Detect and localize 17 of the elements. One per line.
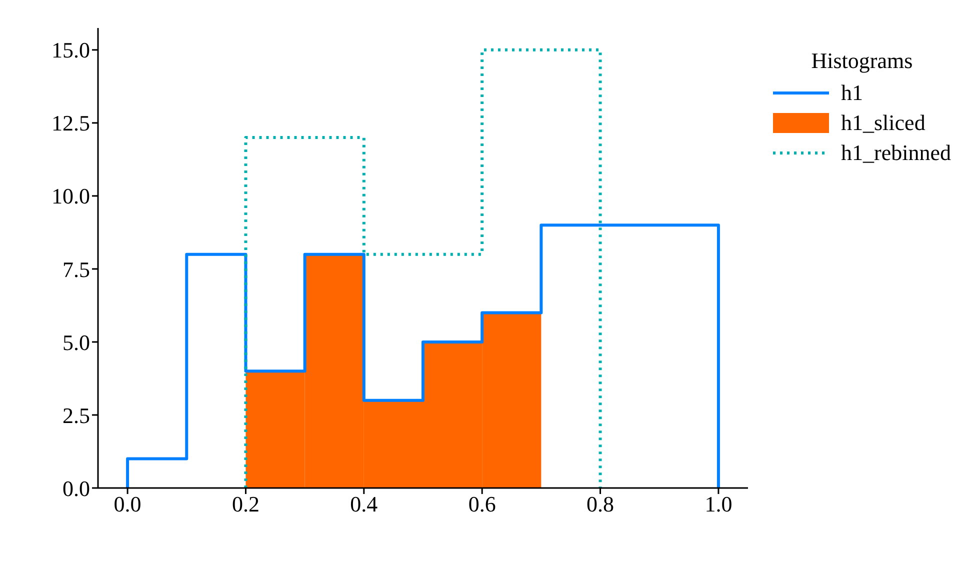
x-tick-label: 0.8 [586, 492, 614, 517]
x-tick-label: 1.0 [704, 492, 732, 517]
y-tick-label: 7.5 [62, 256, 90, 282]
x-tick-label: 0.6 [468, 492, 496, 517]
x-tick-label: 0.0 [114, 492, 142, 517]
y-tick-label: 0.0 [62, 476, 90, 501]
legend-label: h1_sliced [841, 110, 926, 136]
y-tick-label: 2.5 [62, 402, 90, 428]
legend-title: Histograms [810, 48, 914, 74]
y-tick-label: 10.0 [52, 184, 90, 209]
x-tick-label: 0.4 [350, 492, 378, 517]
y-tick-label: 12.5 [52, 110, 90, 136]
y-tick-label: 15.0 [52, 38, 90, 63]
legend-label: h1 [841, 80, 863, 106]
legend-label: h1_rebinned [841, 140, 951, 166]
x-tick-label: 0.2 [232, 492, 260, 517]
y-tick-label: 5.0 [62, 330, 90, 355]
